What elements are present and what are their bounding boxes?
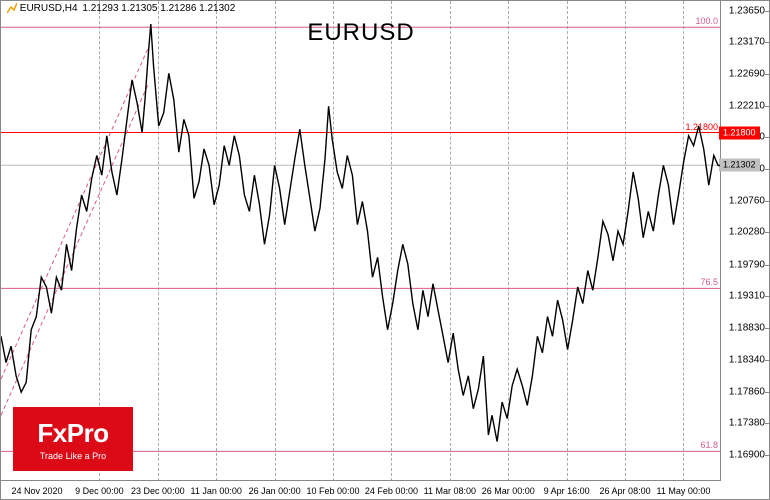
y-axis: 1.16900 1.17380 1.17860 1.18340 1.18830 1.193… — [719, 1, 769, 481]
y-tick-label: 1.22210 — [729, 100, 765, 111]
y-tick-label: 1.20280 — [729, 227, 765, 238]
y-tick-label: 1.22690 — [729, 68, 765, 79]
x-tick-label: 11 Jan 00:00 — [191, 486, 242, 496]
y-tick-label: 1.23650 — [729, 5, 765, 16]
y-tick-label: 1.20760 — [729, 195, 765, 206]
y-tick-label: 1.18340 — [729, 355, 765, 366]
x-tick-label: 26 Mar 00:00 — [482, 486, 535, 496]
y-tick-label: 1.17860 — [729, 386, 765, 397]
instrument-info: EURUSD,H4 1.21293 1.21305 1.21286 1.2130… — [7, 3, 235, 14]
price-tag: 1.21302 — [719, 159, 760, 172]
x-tick-label: 11 May 00:00 — [657, 486, 711, 496]
ohlc-text: 1.21293 1.21305 1.21286 1.21302 — [82, 3, 235, 14]
x-tick-label: 10 Feb 00:00 — [307, 486, 360, 496]
x-tick-label: 26 Jan 00:00 — [249, 486, 301, 496]
x-axis: 24 Nov 2020 9 Dec 00:00 23 Dec 00:00 11 Jan… — [1, 479, 721, 499]
x-tick-label: 23 Dec 00:00 — [131, 486, 185, 496]
instrument-symbol: EURUSD — [20, 3, 62, 14]
x-tick-label: 11 Mar 08:00 — [424, 486, 476, 496]
x-tick-label: 24 Nov 2020 — [11, 486, 62, 496]
chart-container: EURUSD,H4 1.21293 1.21305 1.21286 1.2130… — [0, 0, 770, 500]
chart-title: EURUSD — [1, 19, 721, 47]
logo-tagline: Trade Like a Pro — [40, 451, 106, 461]
y-tick-label: 1.19790 — [729, 259, 765, 270]
fxpro-logo: FxPro Trade Like a Pro — [13, 407, 133, 471]
instrument-tf: H4 — [65, 3, 78, 14]
x-tick-label: 24 Feb 00:00 — [365, 486, 418, 496]
y-tick-label: 1.23170 — [729, 37, 765, 48]
y-tick-label: 1.19310 — [729, 291, 765, 302]
y-tick-label: 1.17380 — [729, 418, 765, 429]
y-tick-label: 1.18830 — [729, 322, 765, 333]
x-tick-label: 9 Dec 00:00 — [75, 486, 124, 496]
logo-brand: FxPro — [37, 418, 108, 449]
y-tick-label: 1.16900 — [729, 449, 765, 460]
x-tick-label: 26 Apr 08:00 — [600, 486, 651, 496]
x-tick-label: 9 Apr 16:00 — [544, 486, 590, 496]
price-tag: 1.21800 — [719, 126, 760, 139]
